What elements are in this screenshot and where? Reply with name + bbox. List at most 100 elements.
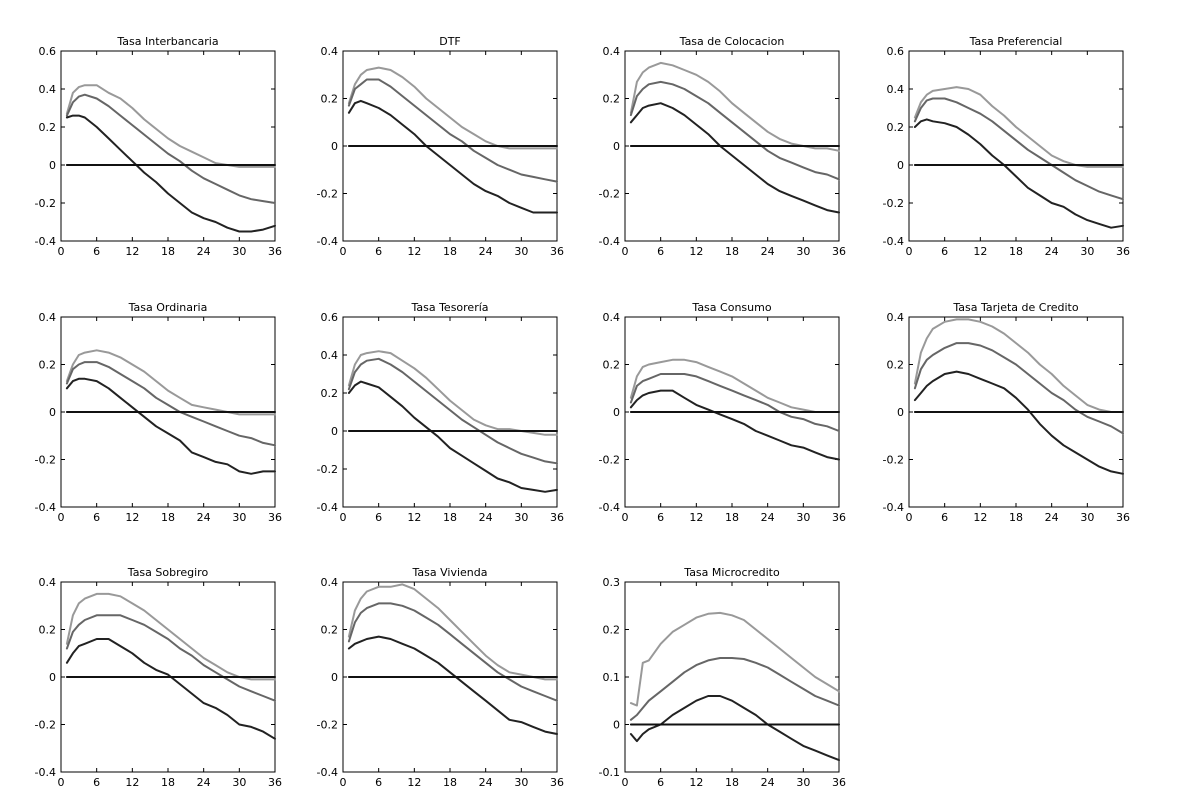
series-line-median: [629, 80, 840, 181]
x-tick-label: 24: [761, 245, 775, 258]
x-tick-label: 36: [550, 245, 564, 258]
y-tick-label: 0.4: [39, 83, 57, 96]
series-line-upper: [913, 318, 1124, 413]
series-line-lower: [347, 99, 558, 214]
y-tick-label: 0.6: [887, 45, 905, 58]
y-tick-label: 0.4: [603, 311, 621, 324]
series-line-upper: [347, 583, 558, 681]
plot-frame: [908, 50, 1124, 242]
series-line-median: [629, 657, 840, 721]
y-tick-label: 0: [331, 425, 338, 438]
x-tick-label: 24: [1045, 245, 1059, 258]
chart-title: DTF: [439, 35, 461, 48]
series-line-upper: [347, 66, 558, 150]
x-tick-label: 0: [58, 245, 65, 258]
y-tick-label: -0.4: [35, 235, 56, 248]
y-tick-label: -0.4: [317, 501, 338, 514]
y-tick-label: 0.4: [321, 349, 339, 362]
x-tick-label: 12: [407, 511, 421, 524]
x-tick-label: 12: [407, 776, 421, 789]
y-tick-label: 0.6: [39, 45, 57, 58]
x-tick-label: 24: [197, 511, 211, 524]
series-line-lower: [347, 380, 558, 493]
x-tick-label: 0: [340, 245, 347, 258]
x-tick-label: 12: [689, 245, 703, 258]
series-line-lower: [913, 370, 1124, 475]
x-tick-label: 36: [832, 511, 846, 524]
series-line-lower: [347, 635, 558, 735]
plot-frame: [60, 50, 276, 242]
x-tick-label: 18: [725, 776, 739, 789]
y-tick-label: -0.2: [35, 454, 56, 467]
y-tick-label: 0.2: [321, 387, 339, 400]
series-line-lower: [65, 114, 276, 233]
y-tick-label: 0: [613, 719, 620, 732]
x-tick-label: 30: [514, 245, 528, 258]
x-tick-label: 6: [657, 511, 664, 524]
series-line-upper: [65, 84, 276, 168]
x-tick-label: 18: [443, 511, 457, 524]
y-tick-label: 0: [613, 140, 620, 153]
x-tick-label: 12: [125, 776, 139, 789]
y-tick-label: -0.2: [317, 463, 338, 476]
x-tick-label: 6: [375, 776, 382, 789]
chart-title: Tasa Vivienda: [412, 566, 488, 579]
y-tick-label: 0.1: [603, 671, 621, 684]
x-tick-label: 12: [125, 245, 139, 258]
y-tick-label: 0.6: [321, 311, 339, 324]
x-tick-label: 0: [622, 245, 629, 258]
x-tick-label: 36: [1116, 245, 1130, 258]
series-line-median: [347, 78, 558, 183]
x-tick-label: 12: [973, 511, 987, 524]
y-tick-label: -0.2: [35, 197, 56, 210]
chart-title: Tasa Tarjeta de Credito: [952, 301, 1078, 314]
chart-title: Tasa de Colocacion: [679, 35, 785, 48]
x-tick-label: 0: [622, 776, 629, 789]
series-line-median: [65, 614, 276, 702]
x-tick-label: 0: [906, 245, 913, 258]
x-tick-label: 36: [832, 776, 846, 789]
x-tick-label: 0: [58, 776, 65, 789]
y-tick-label: -0.4: [35, 766, 56, 779]
series-line-median: [347, 602, 558, 702]
x-tick-label: 36: [1116, 511, 1130, 524]
y-tick-label: -0.4: [317, 766, 338, 779]
series-line-median: [347, 357, 558, 465]
y-tick-label: -0.2: [883, 454, 904, 467]
x-tick-label: 18: [161, 776, 175, 789]
x-tick-label: 36: [832, 245, 846, 258]
x-tick-label: 30: [796, 776, 810, 789]
x-tick-label: 6: [93, 245, 100, 258]
x-tick-label: 18: [443, 776, 457, 789]
y-tick-label: 0: [331, 671, 338, 684]
x-tick-label: 24: [197, 776, 211, 789]
y-tick-label: 0.4: [321, 576, 339, 589]
chart-title: Tasa Ordinaria: [128, 301, 208, 314]
x-tick-label: 6: [375, 245, 382, 258]
series-line-upper: [347, 350, 558, 436]
x-tick-label: 30: [514, 776, 528, 789]
y-tick-label: -0.2: [599, 188, 620, 201]
series-line-upper: [629, 61, 840, 152]
series-line-lower: [629, 389, 840, 461]
x-tick-label: 12: [689, 511, 703, 524]
y-tick-label: -0.2: [317, 188, 338, 201]
chart-title: Tasa Tesorería: [410, 301, 488, 314]
y-tick-label: 0.4: [39, 311, 57, 324]
y-tick-label: -0.1: [599, 766, 620, 779]
y-tick-label: 0.2: [887, 359, 905, 372]
x-tick-label: 6: [941, 511, 948, 524]
plot-frame: [342, 316, 558, 508]
y-tick-label: -0.4: [883, 235, 904, 248]
y-tick-label: 0.2: [39, 359, 57, 372]
x-tick-label: 12: [125, 511, 139, 524]
